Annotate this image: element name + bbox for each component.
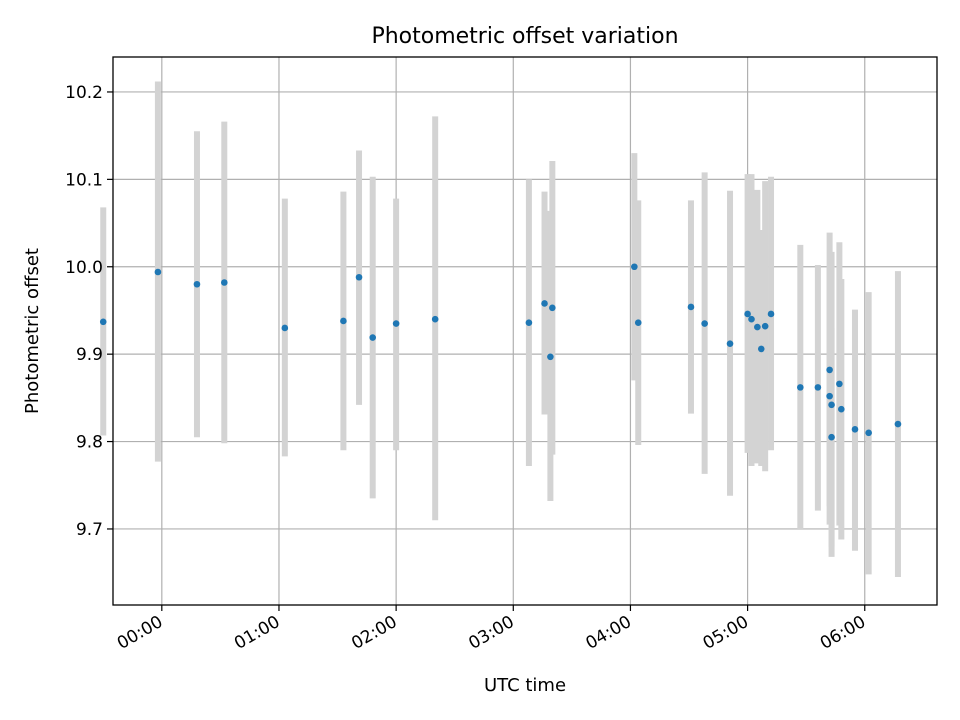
data-point xyxy=(392,320,400,327)
data-point xyxy=(687,303,695,311)
y-tick-label: 10.2 xyxy=(65,83,103,103)
data-point xyxy=(726,340,734,347)
y-axis-label: Photometric offset xyxy=(22,248,43,414)
x-tick-label: 06:00 xyxy=(817,612,869,654)
data-point xyxy=(748,315,755,323)
errorbar-layer xyxy=(100,81,901,578)
data-point xyxy=(154,268,162,276)
y-tick-label: 9.7 xyxy=(76,520,103,540)
y-tick-label: 10.1 xyxy=(65,170,103,190)
data-point xyxy=(754,323,761,331)
x-axis-ticks: 00:00 01:00 02:00 03:00 04:00 05:00 06:00 xyxy=(114,605,869,654)
chart-title: Photometric offset variation xyxy=(371,24,678,49)
data-point xyxy=(851,426,859,433)
data-point xyxy=(836,380,843,388)
data-point xyxy=(549,304,556,312)
x-tick-label: 04:00 xyxy=(583,612,635,654)
data-point xyxy=(894,420,902,428)
data-point xyxy=(761,322,769,330)
data-point xyxy=(547,353,554,361)
data-point xyxy=(826,366,833,374)
data-point xyxy=(193,280,201,288)
data-point xyxy=(828,401,835,409)
data-point xyxy=(826,392,833,400)
y-tick-label: 9.8 xyxy=(76,433,103,453)
data-point xyxy=(99,318,107,326)
y-tick-label: 9.9 xyxy=(76,345,103,365)
point-layer xyxy=(99,263,902,441)
data-point xyxy=(865,429,872,437)
data-point xyxy=(797,384,804,391)
data-point xyxy=(431,315,439,323)
data-point xyxy=(838,405,845,413)
data-point xyxy=(701,320,708,327)
x-tick-label: 02:00 xyxy=(348,612,400,654)
data-point xyxy=(220,279,228,286)
x-tick-label: 00:00 xyxy=(114,612,166,654)
data-point xyxy=(634,319,642,326)
data-point xyxy=(631,263,638,271)
x-axis-label: UTC time xyxy=(484,675,566,696)
x-tick-label: 01:00 xyxy=(231,612,283,654)
plot-frame xyxy=(112,56,938,606)
data-point xyxy=(525,319,533,326)
data-point xyxy=(767,310,775,318)
data-point xyxy=(369,334,376,341)
y-tick-label: 10.0 xyxy=(65,258,103,278)
data-point xyxy=(744,310,751,318)
data-point xyxy=(281,324,289,332)
data-point xyxy=(814,384,822,391)
data-point xyxy=(355,273,363,281)
data-point xyxy=(541,300,548,307)
x-tick-label: 05:00 xyxy=(700,612,752,654)
data-point xyxy=(340,317,347,325)
x-tick-label: 03:00 xyxy=(465,612,517,654)
y-axis-ticks: 9.7 9.8 9.9 10.0 10.1 10.2 xyxy=(65,83,113,540)
data-point xyxy=(828,433,835,441)
data-point xyxy=(757,345,765,353)
grid-layer xyxy=(113,57,937,605)
